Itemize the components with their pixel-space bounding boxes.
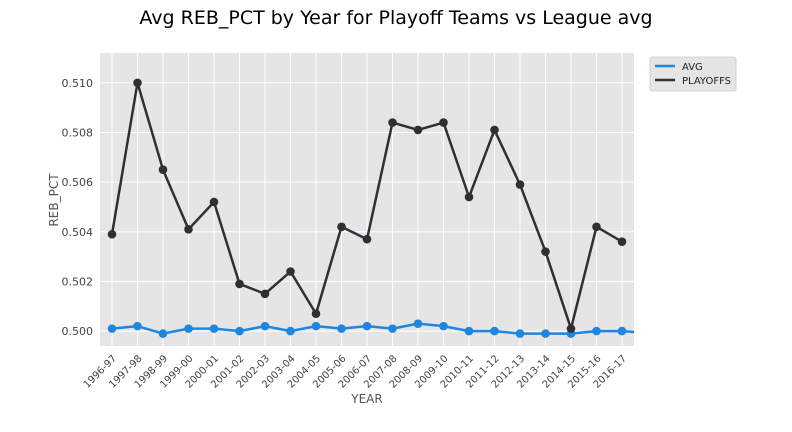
legend-label: AVG bbox=[682, 62, 703, 73]
data-point bbox=[515, 180, 525, 189]
y-axis-label: REB_PCT bbox=[47, 173, 61, 227]
data-point bbox=[337, 324, 346, 333]
plot-area: 0.5000.5020.5040.5060.5080.5101996-97199… bbox=[62, 53, 634, 391]
data-point bbox=[413, 319, 423, 328]
data-point bbox=[133, 321, 142, 331]
y-tick-label: 0.506 bbox=[62, 176, 94, 189]
data-point bbox=[209, 324, 219, 333]
data-point bbox=[541, 247, 550, 256]
data-point bbox=[439, 321, 448, 331]
y-tick-label: 0.504 bbox=[62, 226, 94, 239]
data-point bbox=[617, 237, 627, 247]
data-point bbox=[592, 326, 601, 336]
data-point bbox=[286, 326, 295, 336]
data-point bbox=[158, 329, 168, 338]
chart-title: Avg REB_PCT by Year for Playoff Teams vs… bbox=[139, 7, 652, 29]
legend: AVG PLAYOFFS bbox=[649, 56, 737, 92]
y-tick-label: 0.508 bbox=[62, 126, 94, 139]
data-point bbox=[107, 324, 117, 333]
data-point bbox=[388, 324, 397, 333]
data-point bbox=[286, 267, 295, 276]
data-point bbox=[133, 78, 142, 88]
data-point bbox=[260, 321, 270, 331]
data-point bbox=[592, 222, 601, 232]
data-point bbox=[541, 329, 550, 338]
data-point bbox=[337, 222, 346, 232]
data-point bbox=[413, 125, 423, 135]
y-tick-label: 0.500 bbox=[62, 325, 94, 338]
y-tick-label: 0.502 bbox=[62, 275, 94, 288]
legend-label: PLAYOFFS bbox=[682, 76, 731, 87]
data-point bbox=[158, 165, 168, 175]
data-point bbox=[464, 326, 474, 336]
data-point bbox=[209, 197, 219, 207]
data-point bbox=[388, 118, 397, 127]
data-point bbox=[311, 309, 321, 319]
data-point bbox=[617, 326, 627, 336]
data-point bbox=[235, 279, 244, 289]
data-point bbox=[362, 234, 372, 244]
series-playoffs bbox=[107, 78, 627, 333]
data-point bbox=[566, 324, 576, 333]
series-line bbox=[111, 322, 634, 335]
y-tick-label: 0.510 bbox=[62, 77, 94, 90]
data-point bbox=[515, 329, 525, 338]
data-point bbox=[184, 324, 193, 333]
data-point bbox=[464, 192, 474, 202]
data-point bbox=[490, 125, 499, 135]
data-point bbox=[490, 326, 499, 336]
data-point bbox=[439, 118, 448, 127]
series-avg bbox=[107, 319, 634, 338]
data-point bbox=[235, 326, 244, 336]
x-axis-label: YEAR bbox=[350, 392, 382, 406]
data-point bbox=[311, 321, 321, 331]
data-point bbox=[362, 321, 372, 331]
data-point bbox=[107, 229, 117, 239]
data-point bbox=[260, 289, 270, 299]
data-point bbox=[184, 224, 193, 234]
